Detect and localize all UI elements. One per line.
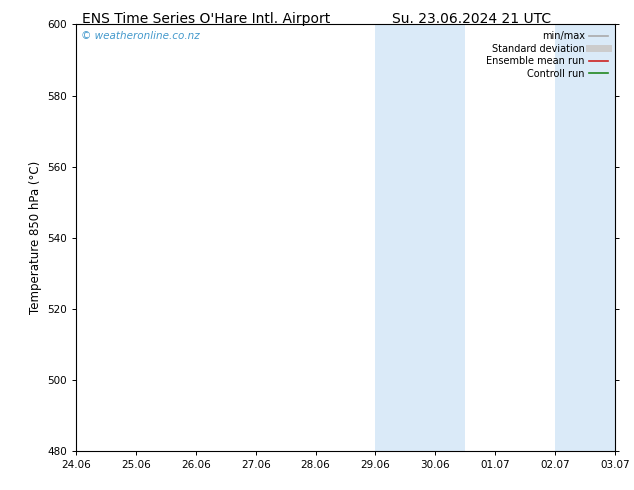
Bar (555, 24, 615, 451)
Legend: min/max, Standard deviation, Ensemble mean run, Controll run: min/max, Standard deviation, Ensemble me… (484, 29, 610, 80)
Text: Su. 23.06.2024 21 UTC: Su. 23.06.2024 21 UTC (392, 12, 552, 26)
Y-axis label: Temperature 850 hPa (°C): Temperature 850 hPa (°C) (29, 161, 42, 314)
Text: ENS Time Series O'Hare Intl. Airport: ENS Time Series O'Hare Intl. Airport (82, 12, 331, 26)
Text: © weatheronline.co.nz: © weatheronline.co.nz (81, 31, 200, 41)
Bar (375, 24, 465, 451)
